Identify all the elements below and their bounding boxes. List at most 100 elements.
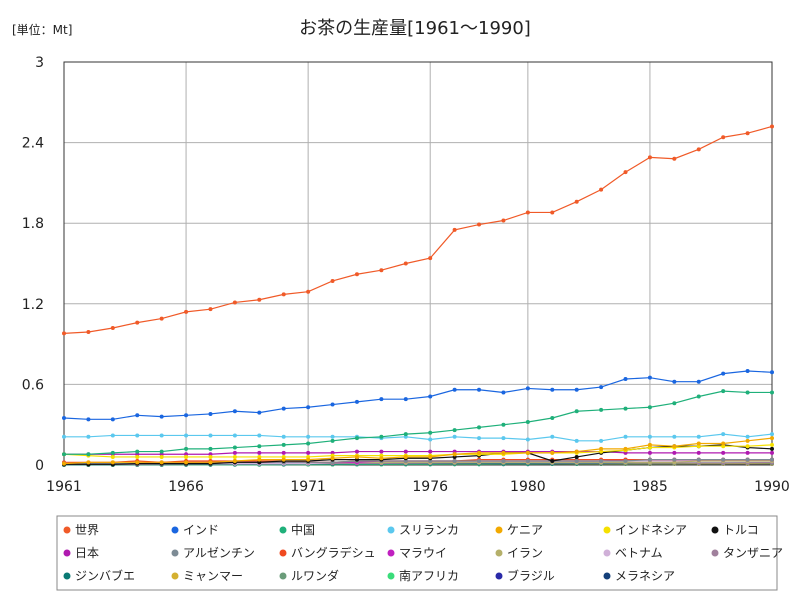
- legend-item: ベトナム: [603, 546, 663, 560]
- data-point: [403, 261, 408, 266]
- data-point: [623, 458, 628, 463]
- data-point: [623, 377, 628, 382]
- legend-item: ジンバブエ: [63, 568, 135, 583]
- series-1: [62, 368, 774, 422]
- data-point: [696, 457, 701, 462]
- legend-marker: [279, 549, 287, 557]
- data-point: [550, 434, 555, 439]
- series-3: [62, 432, 774, 443]
- data-point: [647, 405, 652, 410]
- data-point: [159, 433, 164, 438]
- legend-label: スリランカ: [399, 523, 459, 537]
- data-point: [574, 458, 579, 463]
- data-point: [159, 454, 164, 459]
- data-point: [281, 442, 286, 447]
- data-point: [452, 458, 457, 463]
- legend-marker: [387, 572, 395, 580]
- legend-label: 南アフリカ: [399, 568, 459, 583]
- data-point: [306, 434, 311, 439]
- data-point: [379, 456, 384, 461]
- chart-title: お茶の生産量[1961〜1990]: [299, 18, 531, 39]
- legend-item: メラネシア: [603, 569, 675, 583]
- data-point: [403, 454, 408, 459]
- y-tick-label: 3: [35, 55, 44, 71]
- data-point: [477, 425, 482, 430]
- legend-item: スリランカ: [387, 523, 459, 537]
- data-point: [86, 460, 91, 465]
- data-point: [696, 147, 701, 152]
- legend-item: 世界: [63, 523, 99, 537]
- series-line: [63, 444, 773, 458]
- legend-item: ミャンマー: [171, 569, 243, 583]
- data-point: [110, 325, 115, 330]
- data-point: [379, 268, 384, 273]
- data-point: [62, 461, 66, 466]
- data-point: [745, 457, 750, 462]
- data-point: [770, 370, 774, 375]
- data-point: [574, 387, 579, 392]
- data-point: [745, 368, 750, 373]
- data-point: [428, 430, 433, 435]
- legend-label: マラウイ: [399, 546, 447, 560]
- data-point: [672, 444, 677, 449]
- data-point: [599, 407, 604, 412]
- legend-marker: [495, 526, 503, 534]
- data-point: [184, 446, 189, 451]
- data-point: [306, 457, 311, 462]
- data-point: [208, 433, 213, 438]
- data-point: [208, 460, 213, 465]
- data-point: [159, 316, 164, 321]
- data-point: [184, 460, 189, 465]
- data-point: [721, 450, 726, 455]
- data-point: [696, 379, 701, 384]
- data-point: [257, 297, 262, 302]
- data-point: [232, 458, 237, 463]
- data-point: [647, 450, 652, 455]
- data-point: [428, 437, 433, 442]
- data-point: [672, 401, 677, 406]
- data-point: [672, 450, 677, 455]
- series-line: [63, 125, 773, 334]
- data-point: [745, 444, 750, 449]
- data-point: [379, 449, 384, 454]
- x-tick-label: 1980: [510, 479, 546, 495]
- data-point: [208, 454, 213, 459]
- grid-layer: [64, 62, 772, 465]
- data-point: [354, 454, 359, 459]
- x-tick-label: 1971: [290, 479, 326, 495]
- data-point: [110, 454, 115, 459]
- data-point: [770, 432, 774, 437]
- legend-item: マラウイ: [387, 546, 447, 560]
- x-tick-label: 1990: [754, 479, 790, 495]
- legend-marker: [603, 572, 611, 580]
- data-point: [86, 417, 91, 422]
- data-point: [696, 394, 701, 399]
- data-point: [525, 420, 530, 425]
- legend-marker: [171, 572, 179, 580]
- data-point: [574, 454, 579, 459]
- data-point: [428, 394, 433, 399]
- data-point: [257, 444, 262, 449]
- data-point: [550, 415, 555, 420]
- data-point: [501, 436, 506, 441]
- data-point: [745, 390, 750, 395]
- data-point: [232, 450, 237, 455]
- data-point: [306, 450, 311, 455]
- data-point: [403, 449, 408, 454]
- legend-item: 南アフリカ: [387, 568, 459, 583]
- legend-label: バングラデシュ: [291, 545, 376, 560]
- legend-item: ブラジル: [495, 568, 555, 583]
- data-point: [208, 411, 213, 416]
- data-point: [403, 397, 408, 402]
- data-point: [574, 438, 579, 443]
- legend-item: タンザニア: [711, 546, 783, 560]
- legend-marker: [603, 526, 611, 534]
- data-point: [257, 433, 262, 438]
- x-tick-label: 1985: [632, 479, 668, 495]
- data-point: [647, 375, 652, 380]
- series-2: [62, 389, 774, 457]
- plot-area-border: [63, 61, 773, 466]
- data-point: [110, 450, 115, 455]
- data-point: [452, 387, 457, 392]
